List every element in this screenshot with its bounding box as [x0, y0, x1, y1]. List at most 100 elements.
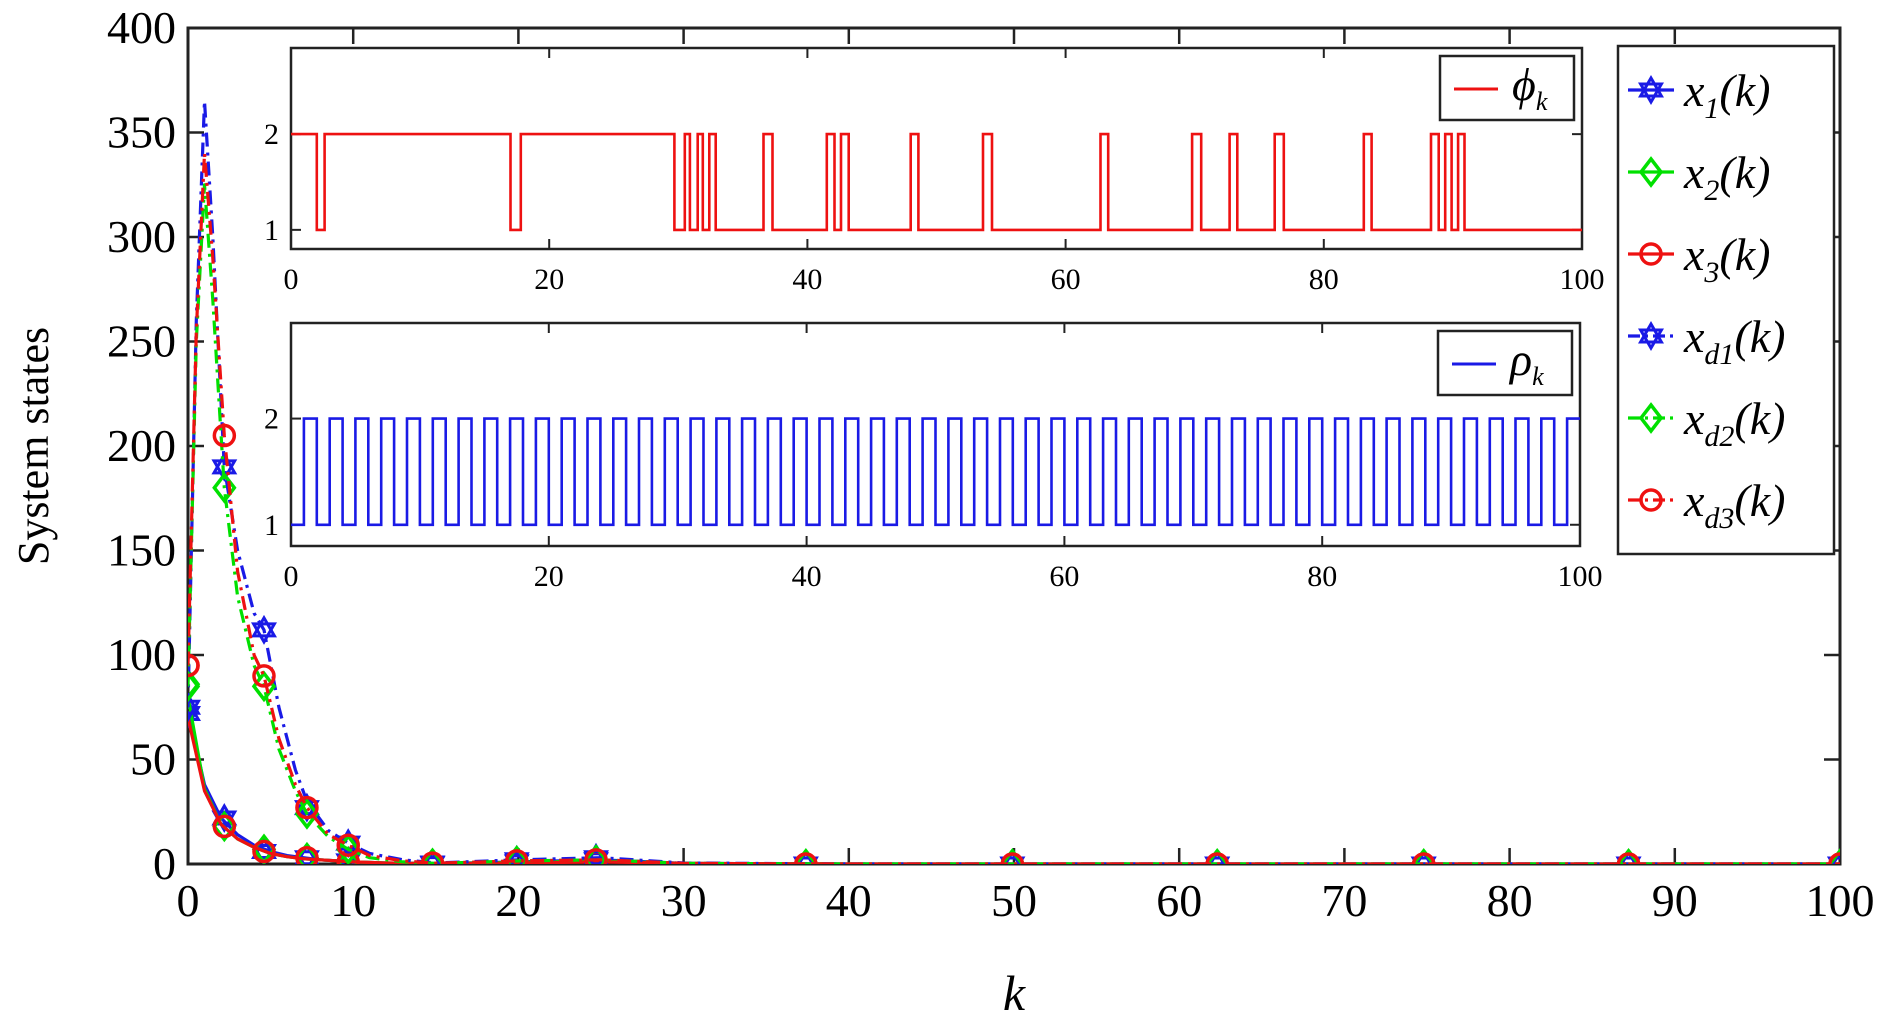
inset-y-tick-label: 1	[264, 509, 279, 542]
data-point-x_d3(k)	[420, 851, 445, 864]
y-tick-label: 150	[107, 525, 176, 576]
inset-x-tick-label: 40	[792, 263, 822, 296]
data-point-x_2(k)	[336, 846, 361, 864]
inset-x-tick-label: 80	[1307, 560, 1337, 593]
data-point-x_1(k)	[294, 842, 320, 864]
data-point-x_1(k)	[211, 802, 238, 826]
legend-label-x_2(k): x2(k)	[1683, 147, 1770, 207]
legend-marker-x_d2(k)	[1638, 402, 1664, 434]
data-point-x_d2(k)	[793, 848, 819, 864]
data-point-x_d1(k)	[251, 614, 277, 638]
inset-series-line-rho_k	[291, 417, 1580, 527]
data-point-x_d3(k)	[1000, 852, 1025, 864]
x-tick-label: 60	[1156, 875, 1202, 926]
legend-label-x_3(k): x3(k)	[1683, 229, 1770, 289]
data-point-x_2(k)	[212, 810, 237, 843]
legend-marker-x_d3(k)	[1639, 488, 1663, 512]
data-point-x_d1(k)	[419, 855, 446, 864]
inset-y-tick-label: 2	[264, 118, 279, 151]
y-tick-label: 0	[153, 838, 176, 889]
x-tick-label: 100	[1806, 875, 1875, 926]
data-point-x_d2(k)	[336, 833, 361, 864]
data-point-x_d3(k)	[794, 852, 818, 864]
data-point-x_d2(k)	[504, 844, 529, 864]
x-tick-label: 80	[1487, 875, 1533, 926]
inset-x-tick-label: 100	[1558, 560, 1603, 593]
data-point-x_3(k)	[336, 850, 360, 864]
data-point-x_d1(k)	[1003, 848, 1021, 864]
data-point-x_d1(k)	[1619, 848, 1638, 864]
series-line-x_3(k)	[188, 717, 1840, 864]
x-tick-label: 90	[1652, 875, 1698, 926]
legend-label-x_1(k): x1(k)	[1683, 65, 1770, 125]
data-point-x_d1(k)	[792, 856, 819, 864]
data-point-x_d1(k)	[1615, 856, 1642, 864]
data-point-x_d1(k)	[251, 622, 277, 645]
legend-marker-x_2(k)	[1638, 156, 1664, 188]
y-tick-label: 200	[107, 420, 176, 471]
data-point-x_d1(k)	[797, 848, 815, 864]
data-point-x_d1(k)	[1831, 849, 1840, 864]
inset-y-tick-label: 1	[264, 214, 279, 247]
inset-x-tick-label: 20	[534, 560, 564, 593]
data-point-x_d3(k)	[188, 653, 200, 678]
x-tick-label: 40	[826, 875, 872, 926]
data-point-x_d2(k)	[1616, 848, 1641, 864]
inset-plot-area	[289, 46, 1584, 251]
legend-box	[1616, 44, 1836, 556]
data-point-x_d2(k)	[420, 847, 445, 864]
y-tick-label: 50	[130, 734, 176, 785]
inset-x-tick-label: 80	[1309, 263, 1339, 296]
data-point-x_d1(k)	[999, 856, 1026, 864]
data-point-x_d3(k)	[252, 664, 276, 688]
x-tick-label: 50	[991, 875, 1037, 926]
data-point-x_d3(k)	[505, 849, 529, 864]
data-point-x_3(k)	[252, 839, 276, 864]
x-tick-label: 70	[1321, 875, 1367, 926]
data-point-x_d2(k)	[583, 843, 609, 864]
data-point-x_1(k)	[503, 854, 530, 864]
data-point-x_d2(k)	[1411, 848, 1436, 864]
inset-x-tick-label: 60	[1051, 263, 1081, 296]
y-tick-label: 350	[107, 107, 176, 158]
data-point-x_3(k)	[212, 814, 237, 839]
series-line-x_d2(k)	[188, 183, 1840, 864]
inset-x-tick-label: 20	[534, 263, 564, 296]
legend-label-x_d2(k): xd2(k)	[1683, 393, 1785, 453]
y-tick-label: 300	[107, 211, 176, 262]
data-point-x_1(k)	[188, 706, 201, 729]
inset-x-tick-label: 0	[284, 560, 299, 593]
series-x_d3(k)	[188, 151, 1840, 864]
x-tick-label: 0	[177, 875, 200, 926]
data-point-x_d2(k)	[294, 797, 320, 830]
data-point-x_d3(k)	[295, 795, 319, 820]
legend-marker-x_d1(k)	[1638, 328, 1664, 351]
inset-y-tick-label: 2	[264, 403, 279, 436]
legend-label-x_d1(k): xd1(k)	[1683, 311, 1785, 371]
inset-series-line-phi_k	[291, 132, 1582, 232]
x-tick-label: 30	[661, 875, 707, 926]
data-point-x_d2(k)	[188, 670, 201, 703]
data-point-x_d1(k)	[503, 852, 530, 864]
inset-legend-label-phi_k: ϕk	[1512, 59, 1548, 116]
data-point-x_d1(k)	[1204, 856, 1231, 864]
data-point-x_d2(k)	[1827, 848, 1840, 864]
legend-marker-x_3(k)	[1639, 242, 1663, 266]
data-point-x_d3(k)	[212, 423, 237, 448]
legend-marker-x_d1(k)	[1638, 321, 1664, 344]
data-point-x_d3(k)	[584, 848, 608, 864]
data-point-x_d1(k)	[211, 459, 238, 482]
data-point-x_2(k)	[294, 841, 320, 864]
data-point-x_d2(k)	[212, 471, 237, 504]
y-tick-label: 100	[107, 629, 176, 680]
inset-x-tick-label: 40	[792, 560, 822, 593]
inset-x-tick-label: 60	[1049, 560, 1079, 593]
y-tick-label: 250	[107, 316, 176, 367]
data-point-x_d1(k)	[1415, 849, 1433, 864]
x-tick-label: 10	[330, 875, 376, 926]
series-line-x_d1(k)	[188, 99, 1840, 864]
inset-legend-label-rho_k: ρk	[1508, 334, 1544, 391]
data-point-x_3(k)	[295, 845, 319, 864]
